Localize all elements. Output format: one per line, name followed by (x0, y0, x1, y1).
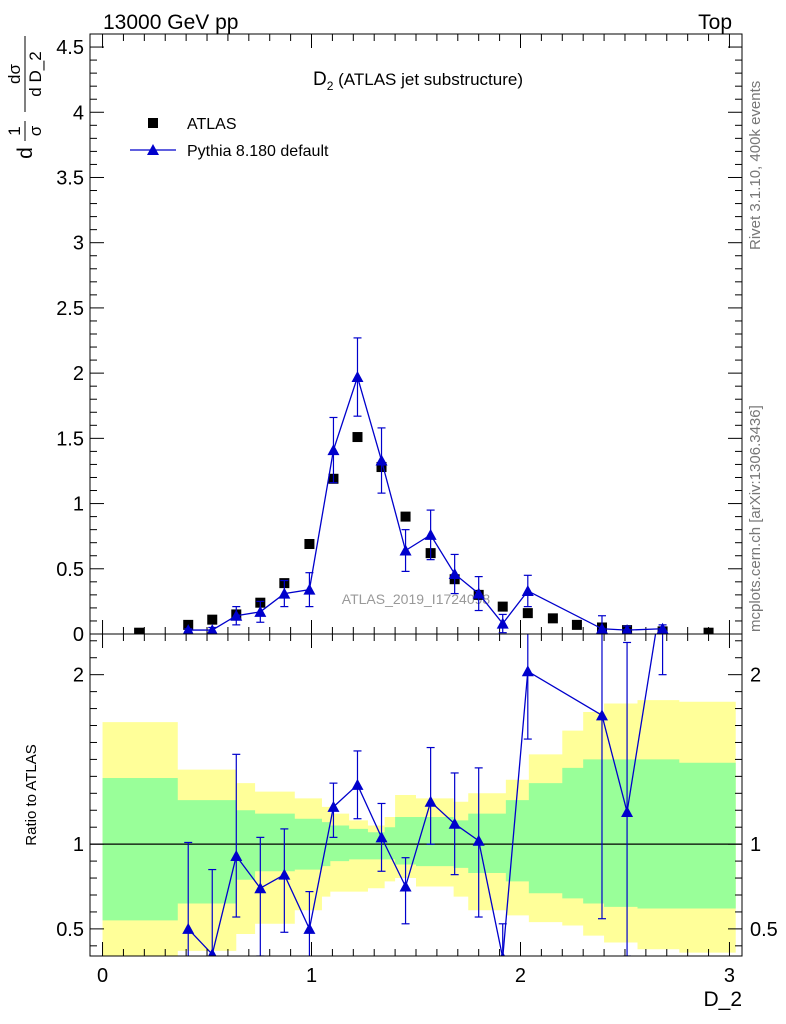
pythia-point (254, 605, 267, 617)
pythia-point (621, 624, 633, 634)
ylabel-one: 1 (5, 126, 24, 135)
ratio-plot: 0.5 0.5 1 1 2 2 0 1 2 3 (56, 584, 778, 987)
ratio-point (230, 850, 243, 862)
x-tick-label: 2 (515, 965, 526, 987)
ratio-line (187, 634, 657, 956)
ratio-point (208, 948, 217, 956)
legend-pythia-marker (147, 144, 159, 155)
ratio-point (278, 868, 291, 880)
pythia-point (327, 444, 340, 456)
x-tick-label: 3 (724, 965, 735, 987)
ylabel-dsigma-top: dσ (5, 64, 24, 84)
plot-title: D2 (ATLAS jet substructure) (313, 69, 523, 93)
pythia-point (399, 544, 412, 556)
legend-atlas-marker (148, 118, 158, 128)
upper-ytick-label: 2 (73, 363, 84, 385)
pythia-point (375, 454, 388, 466)
ratio-point (351, 778, 364, 790)
mcplots-label: mcplots.cern.ch [arXiv:1306.3436] (747, 405, 764, 632)
plot-title-sub: 2 (327, 79, 334, 93)
x-tick-label: 1 (306, 965, 317, 987)
atlas-point (400, 511, 411, 522)
ratio-ytick-label-right: 2 (750, 665, 761, 687)
upper-ytick-label: 0 (73, 624, 84, 646)
upper-ytick-label: 1 (73, 494, 84, 516)
ratio-point (254, 882, 267, 894)
ratio-point (182, 922, 195, 934)
legend-atlas-label: ATLAS (187, 116, 237, 133)
ratio-point (424, 795, 437, 807)
x-tick-label: 0 (97, 965, 108, 987)
plot-title-rest: (ATLAS jet substructure) (333, 70, 523, 89)
ratio-point (657, 584, 669, 595)
pythia-line (188, 374, 663, 631)
atlas-point (304, 539, 315, 549)
pythia-point (230, 609, 243, 621)
ratio-point (327, 800, 340, 812)
pythia-point (182, 624, 194, 634)
ratio-y-axis-label: Ratio to ATLAS (23, 744, 40, 845)
atlas-point (571, 619, 582, 630)
pythia-point (303, 583, 316, 595)
upper-data (134, 337, 714, 634)
legend: ATLAS Pythia 8.180 default (130, 116, 329, 160)
ratio-point (448, 817, 461, 829)
atlas-point (352, 432, 363, 443)
upper-ytick-label: 1.5 (56, 428, 84, 450)
analysis-watermark: ATLAS_2019_I1724098 (342, 591, 491, 607)
ratio-ytick-label-left: 1 (73, 834, 84, 856)
upper-ytick-label: 3 (73, 233, 84, 255)
ratio-ytick-label-left: 0.5 (56, 919, 84, 941)
ratio-point (303, 922, 316, 934)
upper-y-axis-label: d 1 σ dσ d D_2 (5, 36, 45, 159)
legend-pythia-label: Pythia 8.180 default (187, 143, 329, 160)
pythia-point (595, 622, 608, 634)
ratio-point (500, 951, 506, 956)
pythia-point (278, 587, 291, 599)
ylabel-d1: d (14, 147, 37, 159)
pythia-point (496, 617, 509, 629)
upper-ytick-label: 2.5 (56, 298, 84, 320)
ylabel-sigma: σ (26, 125, 45, 136)
pythia-point (521, 584, 534, 596)
atlas-point (547, 613, 558, 624)
pythia-point (424, 528, 437, 540)
header-process: Top (698, 11, 732, 34)
ratio-point (399, 880, 412, 892)
x-axis-label: D_2 (703, 988, 742, 1011)
ratio-ytick-label-left: 2 (73, 665, 84, 687)
atlas-point (207, 614, 218, 625)
ratio-point (472, 834, 485, 846)
rivet-label: Rivet 3.1.10, 400k events (747, 81, 764, 250)
ratio-point (521, 665, 534, 677)
atlas-point (522, 608, 533, 619)
ratio-ytick-label-right: 0.5 (750, 919, 778, 941)
pythia-point (206, 624, 218, 634)
ratio-point (595, 709, 608, 721)
pythia-point (448, 568, 461, 579)
atlas-point (134, 627, 145, 634)
ratio-point (621, 805, 634, 817)
atlas-point (497, 601, 508, 612)
upper-plot: 0 0.5 1 1.5 2 2.5 3 3.5 4 4.5 (56, 33, 743, 646)
pythia-point (351, 371, 364, 383)
header-energy: 13000 GeV pp (103, 11, 238, 34)
ratio-point (375, 831, 388, 843)
upper-ytick-label: 0.5 (56, 559, 84, 581)
pythia-point (472, 587, 485, 599)
atlas-point (703, 627, 714, 634)
lower-data (90, 584, 742, 956)
upper-ytick-label: 4.5 (56, 37, 84, 59)
ratio-ytick-label-right: 1 (750, 834, 761, 856)
pythia-point (656, 622, 669, 634)
plot-title-main: D (313, 69, 327, 90)
upper-ytick-label: 4 (73, 102, 84, 124)
ylabel-dsigma-bottom: d D_2 (26, 51, 45, 96)
upper-ytick-label: 3.5 (56, 167, 84, 189)
